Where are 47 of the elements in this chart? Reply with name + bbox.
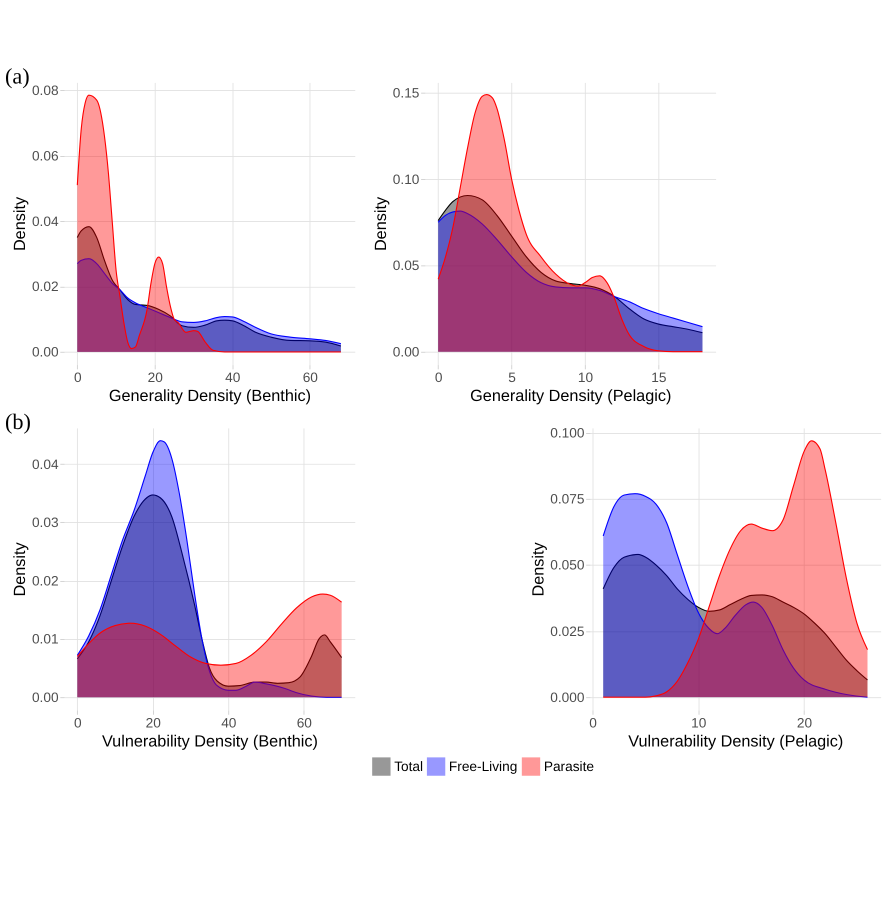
x-tick-label: 5 — [508, 370, 516, 386]
x-tick-label: 10 — [691, 716, 707, 731]
y-tick-label: 0.000 — [550, 690, 585, 705]
y-axis-title: Density — [529, 541, 548, 596]
legend-label: Total — [394, 758, 424, 774]
y-tick-label: 0.15 — [392, 86, 420, 101]
y-tick-label: 0.01 — [32, 632, 59, 647]
legend-label: Free-Living — [448, 758, 518, 774]
x-tick-label: 0 — [74, 370, 82, 386]
y-tick-label: 0.04 — [32, 214, 59, 229]
y-tick-label: 0.00 — [32, 344, 59, 360]
y-axis-title: Density — [372, 196, 390, 252]
x-tick-label: 10 — [578, 370, 594, 386]
y-tick-label: 0.04 — [32, 456, 59, 472]
y-tick-label: 0.02 — [32, 573, 59, 588]
x-tick-label: 60 — [302, 370, 318, 386]
x-tick-label: 0 — [589, 716, 598, 731]
x-axis-title: Generality Density (Pelagic) — [470, 386, 672, 405]
x-tick-label: 20 — [148, 370, 164, 386]
y-tick-label: 0.075 — [550, 492, 585, 507]
x-tick-label: 20 — [146, 716, 162, 731]
x-tick-label: 15 — [651, 370, 667, 386]
y-tick-label: 0.02 — [32, 279, 59, 294]
y-tick-label: 0.03 — [32, 515, 59, 530]
y-axis-title: Density — [11, 541, 30, 596]
legend-label: Parasite — [544, 758, 594, 774]
x-tick-label: 0 — [74, 716, 82, 731]
x-tick-label: 40 — [225, 370, 241, 386]
x-tick-label: 20 — [796, 716, 812, 731]
y-tick-label: 0.050 — [550, 558, 585, 573]
y-tick-label: 0.00 — [392, 344, 420, 360]
y-tick-label: 0.05 — [392, 258, 420, 274]
y-tick-label: 0.025 — [550, 624, 585, 639]
y-tick-label: 0.100 — [550, 426, 585, 441]
y-tick-label: 0.06 — [32, 148, 59, 164]
x-axis-title: Generality Density (Benthic) — [108, 386, 311, 405]
x-axis-title: Vulnerability Density (Benthic) — [102, 732, 318, 750]
y-tick-label: 0.08 — [32, 83, 59, 98]
x-tick-label: 0 — [434, 370, 443, 386]
x-axis-title: Vulnerability Density (Pelagic) — [628, 732, 844, 750]
y-tick-label: 0.00 — [32, 690, 59, 705]
x-tick-label: 40 — [221, 716, 237, 731]
chart-title: (a) — [5, 63, 30, 88]
x-tick-label: 60 — [296, 716, 312, 731]
y-tick-label: 0.10 — [392, 172, 420, 187]
chart-title: (b) — [5, 408, 31, 434]
y-axis-title: Density — [11, 196, 30, 252]
